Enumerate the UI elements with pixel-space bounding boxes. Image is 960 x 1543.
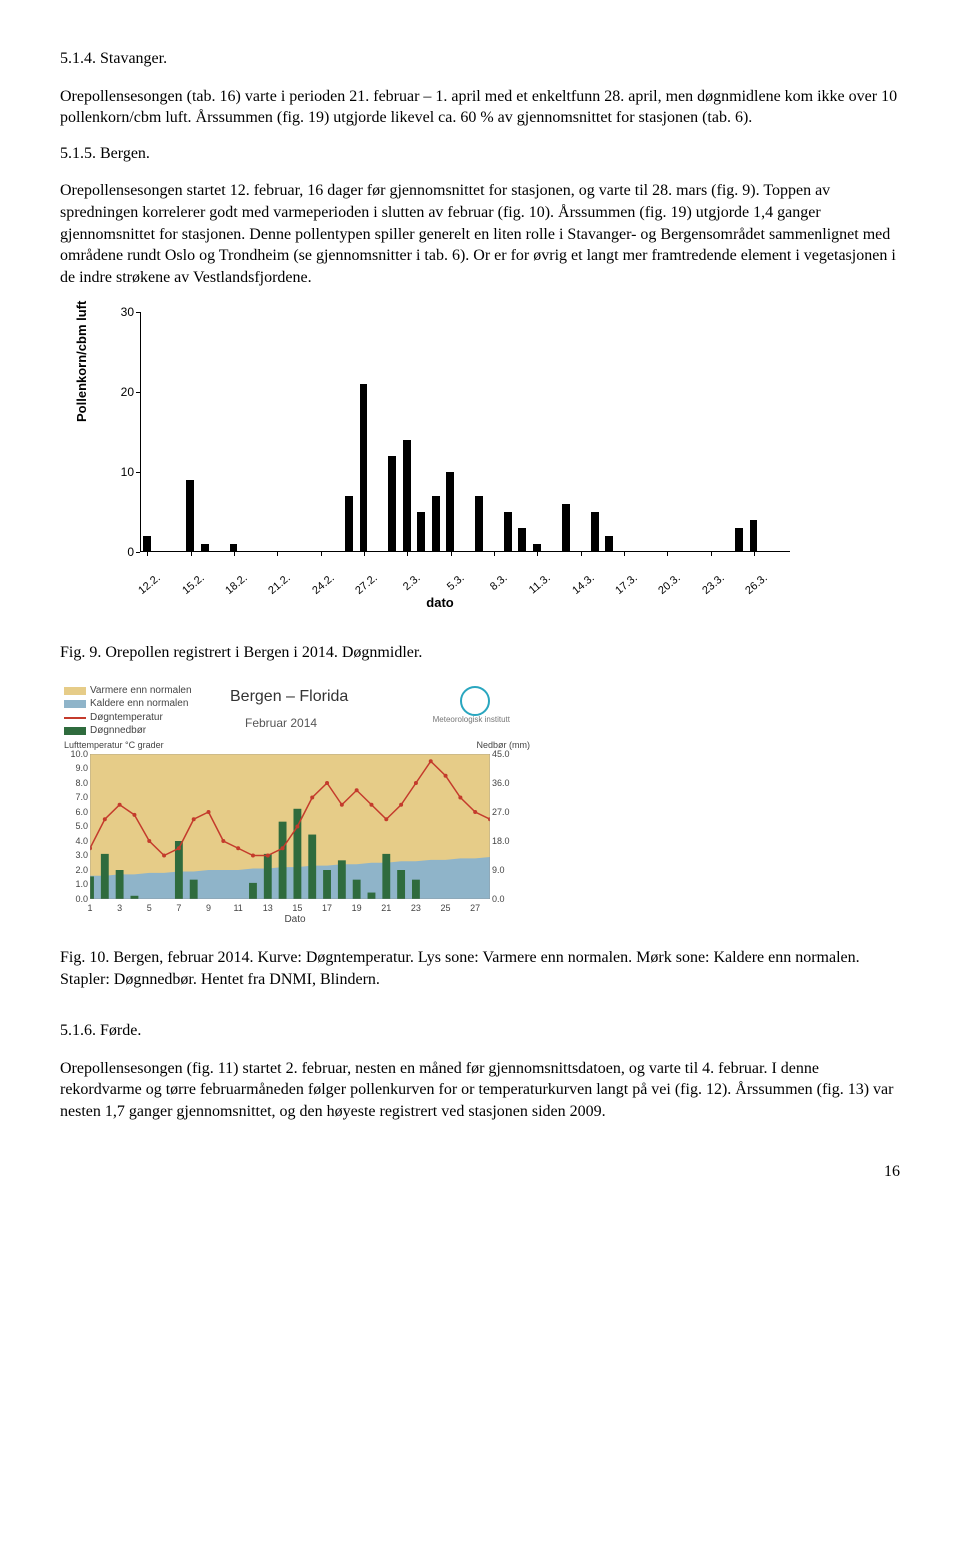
- heading-stavanger: 5.1.4. Stavanger.: [60, 48, 900, 70]
- chart2-xtick: 15: [290, 903, 304, 913]
- chart2-plot-area: [90, 754, 490, 899]
- chart1-xtick: 15.2.: [168, 572, 206, 607]
- caption-fig10: Fig. 10. Bergen, februar 2014. Kurve: Dø…: [60, 947, 900, 990]
- chart2-xtick: 19: [350, 903, 364, 913]
- page-number: 16: [60, 1163, 900, 1181]
- chart1-xtick: 23.3.: [688, 572, 726, 607]
- chart2-yleft-tick: 4.0: [70, 836, 88, 846]
- legend-row: Døgnnedbør: [64, 724, 192, 738]
- chart1-bar: [475, 496, 483, 552]
- chart2-yleft-tick: 8.0: [70, 778, 88, 788]
- chart2-xtick: 7: [172, 903, 186, 913]
- legend-row: Døgntemperatur: [64, 711, 192, 725]
- chart1-bar: [143, 536, 151, 552]
- chart2-xtick: 3: [113, 903, 127, 913]
- chart1-xtick: 14.3.: [558, 572, 596, 607]
- chart1-bar: [417, 512, 425, 552]
- chart2-yright-tick: 27.0: [492, 807, 516, 817]
- chart2-yleft-tick: 9.0: [70, 763, 88, 773]
- chart2-xtick: 21: [379, 903, 393, 913]
- chart1-xtick: 20.3.: [645, 572, 683, 607]
- heading-bergen: 5.1.5. Bergen.: [60, 143, 900, 165]
- chart2-xtick: 23: [409, 903, 423, 913]
- chart1-xtick: 8.3.: [471, 572, 509, 607]
- chart1-bar: [735, 528, 743, 552]
- chart1-bar: [345, 496, 353, 552]
- legend-row: Kaldere enn normalen: [64, 697, 192, 711]
- chart1-xtick: 27.2.: [341, 572, 379, 607]
- heading-forde: 5.1.6. Førde.: [60, 1020, 900, 1042]
- chart1-ytick: 0: [114, 545, 134, 559]
- chart1-bar: [230, 544, 238, 552]
- chart1-xtick: 17.3.: [601, 572, 639, 607]
- chart1-bar: [403, 440, 411, 552]
- chart2-yleft-tick: 6.0: [70, 807, 88, 817]
- chart2-legend: Varmere enn normalenKaldere enn normalen…: [64, 684, 192, 738]
- chart1-xtick: 11.3.: [515, 572, 553, 607]
- chart1-bar: [360, 384, 368, 552]
- chart1-bar: [605, 536, 613, 552]
- chart1-plot-area: [140, 312, 790, 552]
- chart2-xtick: 13: [261, 903, 275, 913]
- chart1-bar: [201, 544, 209, 552]
- chart1-bar: [591, 512, 599, 552]
- chart2-yleft-tick: 5.0: [70, 821, 88, 831]
- chart2-yleft-tick: 7.0: [70, 792, 88, 802]
- chart2-yright-tick: 18.0: [492, 836, 516, 846]
- chart2-title: Bergen – Florida: [230, 688, 348, 706]
- chart2-xtick: 11: [231, 903, 245, 913]
- chart1-xtick: 21.2.: [255, 572, 293, 607]
- chart1-bar: [533, 544, 541, 552]
- legend-row: Varmere enn normalen: [64, 684, 192, 698]
- chart2-yright-tick: 36.0: [492, 778, 516, 788]
- chart2-yleft-tick: 10.0: [70, 749, 88, 759]
- met-institute-icon: [460, 686, 490, 716]
- chart2-yright-tick: 45.0: [492, 749, 516, 759]
- chart1-xtick: 2.3.: [385, 572, 423, 607]
- caption-fig9: Fig. 9. Orepollen registrert i Bergen i …: [60, 642, 900, 664]
- chart1-ytick: 10: [114, 465, 134, 479]
- chart1-bar: [562, 504, 570, 552]
- chart2-yleft-tick: 1.0: [70, 879, 88, 889]
- chart1-xtick: 26.3.: [731, 572, 769, 607]
- chart2-xtick: 5: [142, 903, 156, 913]
- para-stavanger: Orepollensesongen (tab. 16) varte i peri…: [60, 86, 900, 129]
- chart2-yright-tick: 9.0: [492, 865, 516, 875]
- chart1-ytick: 20: [114, 385, 134, 399]
- chart2-xtick: 17: [320, 903, 334, 913]
- chart1-bar: [750, 520, 758, 552]
- met-institute-label: Meteorologisk institutt: [433, 716, 510, 725]
- chart1-ytick: 30: [114, 305, 134, 319]
- weather-chart: Varmere enn normalenKaldere enn normalen…: [60, 682, 900, 927]
- chart2-yleft-tick: 2.0: [70, 865, 88, 875]
- pollen-bar-chart: Pollenkorn/cbm luft dato 010203012.2.15.…: [60, 302, 900, 612]
- chart1-bar: [388, 456, 396, 552]
- chart1-bar: [186, 480, 194, 552]
- chart2-xtick: 25: [439, 903, 453, 913]
- chart1-bar: [504, 512, 512, 552]
- chart1-xtick: 18.2.: [211, 572, 249, 607]
- para-bergen: Orepollensesongen startet 12. februar, 1…: [60, 180, 900, 288]
- chart1-bar: [518, 528, 526, 552]
- chart2-xtick: 1: [83, 903, 97, 913]
- chart2-xlabel: Dato: [284, 914, 305, 925]
- chart1-ylabel: Pollenkorn/cbm luft: [74, 301, 89, 422]
- para-forde: Orepollensesongen (fig. 11) startet 2. f…: [60, 1058, 900, 1123]
- chart2-xtick: 27: [468, 903, 482, 913]
- chart2-xtick: 9: [202, 903, 216, 913]
- chart2-yright-tick: 0.0: [492, 894, 516, 904]
- chart2-subtitle: Februar 2014: [245, 716, 317, 730]
- chart2-yleft-tick: 3.0: [70, 850, 88, 860]
- chart1-xtick: 12.2.: [125, 572, 163, 607]
- chart1-bar: [446, 472, 454, 552]
- chart1-xtick: 24.2.: [298, 572, 336, 607]
- chart1-bar: [432, 496, 440, 552]
